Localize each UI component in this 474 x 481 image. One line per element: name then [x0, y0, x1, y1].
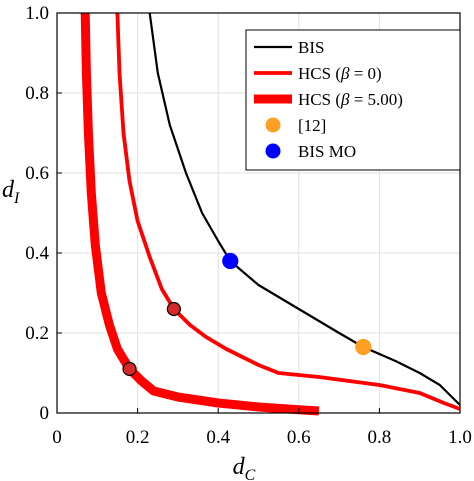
series-lines	[80, 12, 461, 416]
x-tick-label: 0.6	[287, 427, 311, 448]
marker-point-4	[122, 361, 137, 377]
legend-label-1: BIS	[298, 38, 324, 57]
legend-swatch-5	[265, 143, 281, 159]
marker-point-3	[166, 301, 181, 317]
axis-labels: dC dI	[2, 177, 256, 481]
y-tick-label: 0.4	[25, 243, 49, 264]
y-tick-label: 0	[40, 403, 50, 424]
data-markers	[122, 252, 372, 377]
series-line-1	[148, 12, 461, 406]
legend-swatch-4	[265, 117, 281, 133]
legend-label-5: BIS MO	[298, 142, 356, 161]
x-tick-label: 1.0	[448, 427, 472, 448]
tick-labels: 0 0.2 0.4 0.6 0.8 1.0 0 0.2 0.4 0.6 0.8 1.0	[25, 3, 472, 448]
x-tick-label: 0.2	[126, 427, 150, 448]
x-tick-label: 0	[52, 427, 62, 448]
marker-point-2	[222, 252, 239, 270]
y-tick-label: 0.2	[25, 323, 49, 344]
x-tick-label: 0.4	[206, 427, 230, 448]
legend-label-4: [12]	[298, 116, 326, 135]
plot-frame	[56, 12, 461, 414]
x-tick-label: 0.8	[368, 427, 392, 448]
y-tick-label: 0.8	[25, 83, 49, 104]
y-tick-label: 0.6	[25, 163, 49, 184]
x-axis-label: dC	[233, 454, 256, 481]
y-tick-label: 1.0	[25, 3, 49, 24]
marker-point-1	[355, 338, 372, 356]
series-line-3	[80, 12, 320, 416]
legend-label-3: HCS (β = 5.00)	[298, 90, 403, 109]
legend: BIS HCS (β = 0) HCS (β = 5.00) [12] BIS MO	[245, 29, 461, 171]
legend-label-2: HCS (β = 0)	[298, 64, 382, 83]
y-axis-label: dI	[2, 177, 20, 207]
series-line-2	[115, 12, 461, 411]
